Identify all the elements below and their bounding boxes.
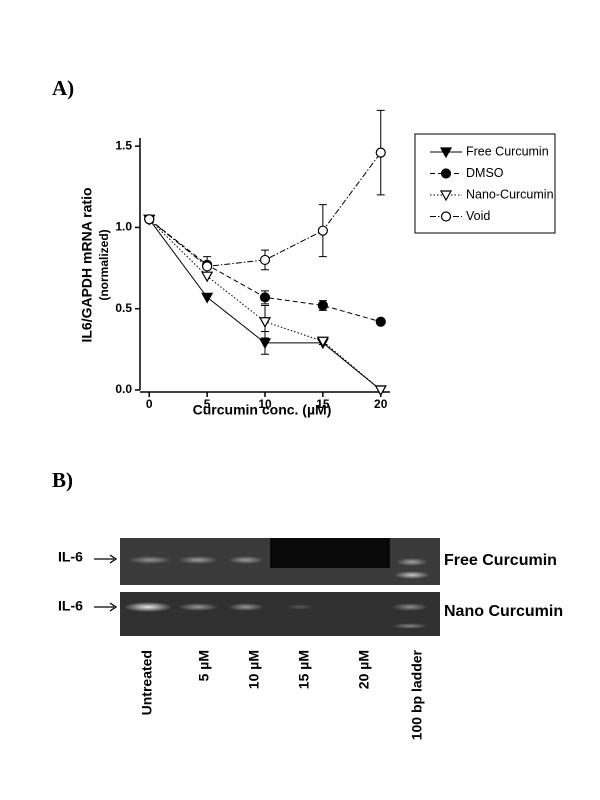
gel-lane-strip [120, 592, 440, 636]
y-tick-label: 1.0 [115, 220, 132, 234]
gel-band [394, 571, 430, 579]
gel-band [228, 556, 264, 564]
arrow-head [109, 602, 118, 612]
legend-label: DMSO [466, 166, 504, 180]
x-axis-label: Curcumin conc. (µM) [193, 402, 332, 418]
x-tick-label: 10 [258, 397, 272, 411]
y-axis-label: IL6/GAPDH mRNA ratio [79, 187, 95, 342]
legend-label: Free Curcumin [466, 144, 549, 158]
gel [120, 538, 440, 636]
legend-label: Nano-Curcumin [466, 187, 554, 201]
marker [201, 271, 214, 283]
y-axis-label: (normalized) [97, 229, 111, 300]
legend-marker [440, 168, 452, 179]
x-tick-label: 0 [146, 397, 153, 411]
x-tick-label: 15 [316, 397, 330, 411]
marker [258, 317, 272, 328]
panel-label: A) [52, 76, 74, 100]
x-tick-label: 20 [374, 397, 388, 411]
row-label: Nano Curcumin [444, 603, 563, 620]
gel-band [128, 556, 172, 564]
gel-band [178, 603, 218, 611]
marker [201, 292, 214, 304]
marker [375, 147, 386, 158]
lane-label: 100 bp ladder [409, 649, 425, 740]
legend-marker [439, 147, 453, 159]
marker [375, 316, 386, 327]
marker [316, 336, 329, 348]
gel-band [178, 556, 218, 564]
lane-label: 20 µM [356, 650, 372, 689]
gel-band [124, 602, 172, 612]
y-tick-label: 0.5 [115, 301, 132, 315]
gel-band [392, 603, 428, 611]
marker [259, 254, 271, 266]
marker [317, 300, 328, 311]
band-label: IL-6 [58, 598, 83, 614]
legend-label: Void [466, 209, 490, 223]
marker [258, 338, 272, 350]
marker [144, 214, 155, 225]
panel-label: B) [52, 468, 73, 492]
series-line [148, 218, 382, 391]
gel-band [392, 623, 428, 629]
lane-label: 10 µM [246, 650, 262, 689]
lane-label: 15 µM [296, 650, 312, 689]
series-line [148, 218, 382, 391]
y-tick-label: 1.5 [115, 138, 132, 152]
y-tick-label: 0.0 [115, 382, 132, 396]
lane-label: 5 µM [196, 650, 212, 681]
gel-band [228, 603, 264, 611]
gel-band [396, 558, 428, 566]
row-label: Free Curcumin [444, 552, 557, 569]
band-label: IL-6 [58, 549, 83, 565]
gel-band [286, 604, 314, 610]
gel-shadow [270, 538, 390, 568]
lane-label: Untreated [139, 650, 155, 715]
legend-marker [440, 211, 452, 222]
arrow-head [109, 554, 118, 564]
marker [202, 261, 213, 272]
series-line [148, 152, 382, 267]
marker [259, 292, 271, 303]
x-tick-label: 5 [204, 397, 211, 411]
legend-marker [439, 190, 453, 202]
marker [374, 385, 387, 397]
marker [317, 225, 328, 236]
